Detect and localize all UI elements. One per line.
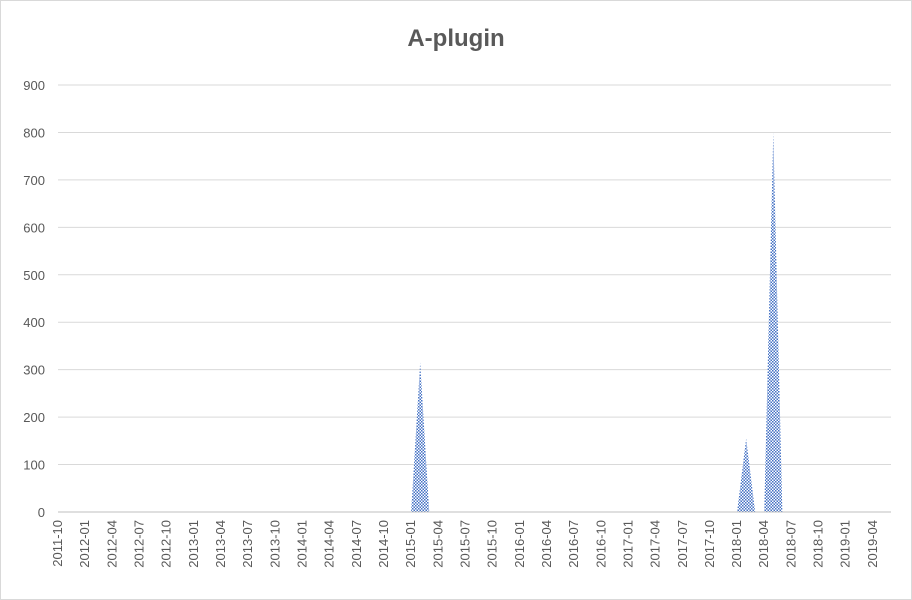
x-tick-label: 2013-07 xyxy=(240,520,255,568)
x-tick-label: 2012-07 xyxy=(131,520,146,568)
chart-title: A-plugin xyxy=(407,25,505,52)
y-tick-label-600: 600 xyxy=(23,220,45,235)
x-tick-label: 2017-01 xyxy=(620,520,635,568)
y-tick-label-100: 100 xyxy=(23,458,45,473)
y-tick-label-400: 400 xyxy=(23,315,45,330)
x-tick-label: 2011-10 xyxy=(50,520,65,567)
y-tick-label-300: 300 xyxy=(23,363,45,378)
x-tick-label: 2019-01 xyxy=(838,520,853,568)
x-tick-label: 2016-10 xyxy=(593,520,608,568)
x-tick-label: 2014-10 xyxy=(376,520,391,568)
x-tick-label: 2015-04 xyxy=(430,520,445,568)
x-tick-label: 2018-07 xyxy=(783,520,798,568)
x-tick-label: 2012-10 xyxy=(159,520,174,568)
y-tick-label-200: 200 xyxy=(23,410,45,425)
y-axis: 0 100 200 300 400 500 600 700 800 900 xyxy=(23,78,45,520)
x-tick-label: 2012-01 xyxy=(77,520,92,568)
x-tick-label: 2012-04 xyxy=(104,520,119,568)
x-tick-label: 2018-10 xyxy=(811,520,826,568)
x-tick-label: 2014-01 xyxy=(294,520,309,568)
y-tick-label-0: 0 xyxy=(38,505,45,520)
y-tick-label-500: 500 xyxy=(23,268,45,283)
x-tick-label: 2018-04 xyxy=(756,520,771,568)
x-tick-label: 2016-04 xyxy=(539,520,554,568)
y-tick-label-700: 700 xyxy=(23,173,45,188)
x-tick-label: 2017-04 xyxy=(648,520,663,568)
x-tick-label: 2018-01 xyxy=(729,520,744,568)
gridlines xyxy=(58,84,891,466)
x-tick-labels: 2011-10 2012-01 2012-04 2012-07 2012-10 2013-… xyxy=(50,520,880,568)
x-tick-label: 2013-01 xyxy=(186,520,201,568)
y-tick-label-800: 800 xyxy=(23,125,45,140)
x-tick-label: 2016-07 xyxy=(566,520,581,568)
x-tick-label: 2014-04 xyxy=(322,520,337,568)
x-tick-label: 2015-01 xyxy=(403,520,418,568)
x-tick-label: 2017-07 xyxy=(675,520,690,568)
x-tick-label: 2014-07 xyxy=(349,520,364,568)
x-tick-label: 2015-07 xyxy=(457,520,472,568)
y-tick-label-900: 900 xyxy=(23,78,45,93)
x-tick-label: 2019-04 xyxy=(865,520,880,568)
x-tick-label: 2013-04 xyxy=(213,520,228,568)
x-tick-label: 2015-10 xyxy=(485,520,500,568)
x-tick-label: 2013-10 xyxy=(267,520,282,568)
x-tick-label: 2016-01 xyxy=(512,520,527,568)
x-tick-label: 2017-10 xyxy=(702,520,717,568)
